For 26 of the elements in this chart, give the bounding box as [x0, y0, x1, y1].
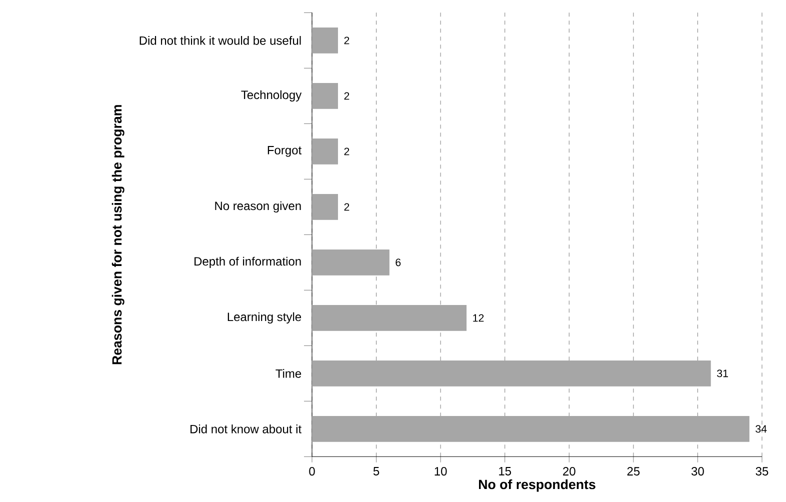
- data-label: 2: [344, 148, 350, 156]
- x-tick-label: 5: [373, 467, 380, 476]
- x-tick-label: 25: [627, 467, 640, 476]
- x-tick-label: 30: [691, 467, 704, 476]
- data-label: 2: [344, 203, 350, 211]
- data-label: 6: [396, 258, 401, 266]
- data-label: 2: [344, 92, 350, 100]
- y-tick-label: Technology: [241, 90, 302, 102]
- x-axis-title: No of respondents: [479, 479, 596, 492]
- x-tick-label: 0: [309, 467, 315, 476]
- x-tick-label: 35: [756, 467, 768, 476]
- y-tick-label: Time: [276, 369, 302, 378]
- y-tick-label: Learning style: [228, 312, 302, 324]
- x-tick-label: 10: [434, 467, 447, 476]
- y-tick-label: Did not think it would be useful: [140, 36, 301, 45]
- data-label: 12: [473, 314, 484, 322]
- data-label: 2: [344, 36, 350, 44]
- data-label: 31: [717, 370, 728, 378]
- y-tick-label: Forgot: [268, 146, 302, 157]
- x-tick-label: 20: [563, 467, 576, 476]
- y-axis-title: Reasons given for not using the program: [112, 105, 124, 364]
- data-label: 34: [756, 425, 767, 433]
- y-tick-label: Depth of information: [194, 256, 301, 268]
- y-tick-label: No reason given: [215, 201, 301, 213]
- y-tick-label: Did not know about it: [190, 424, 302, 434]
- x-tick-label: 15: [499, 467, 512, 476]
